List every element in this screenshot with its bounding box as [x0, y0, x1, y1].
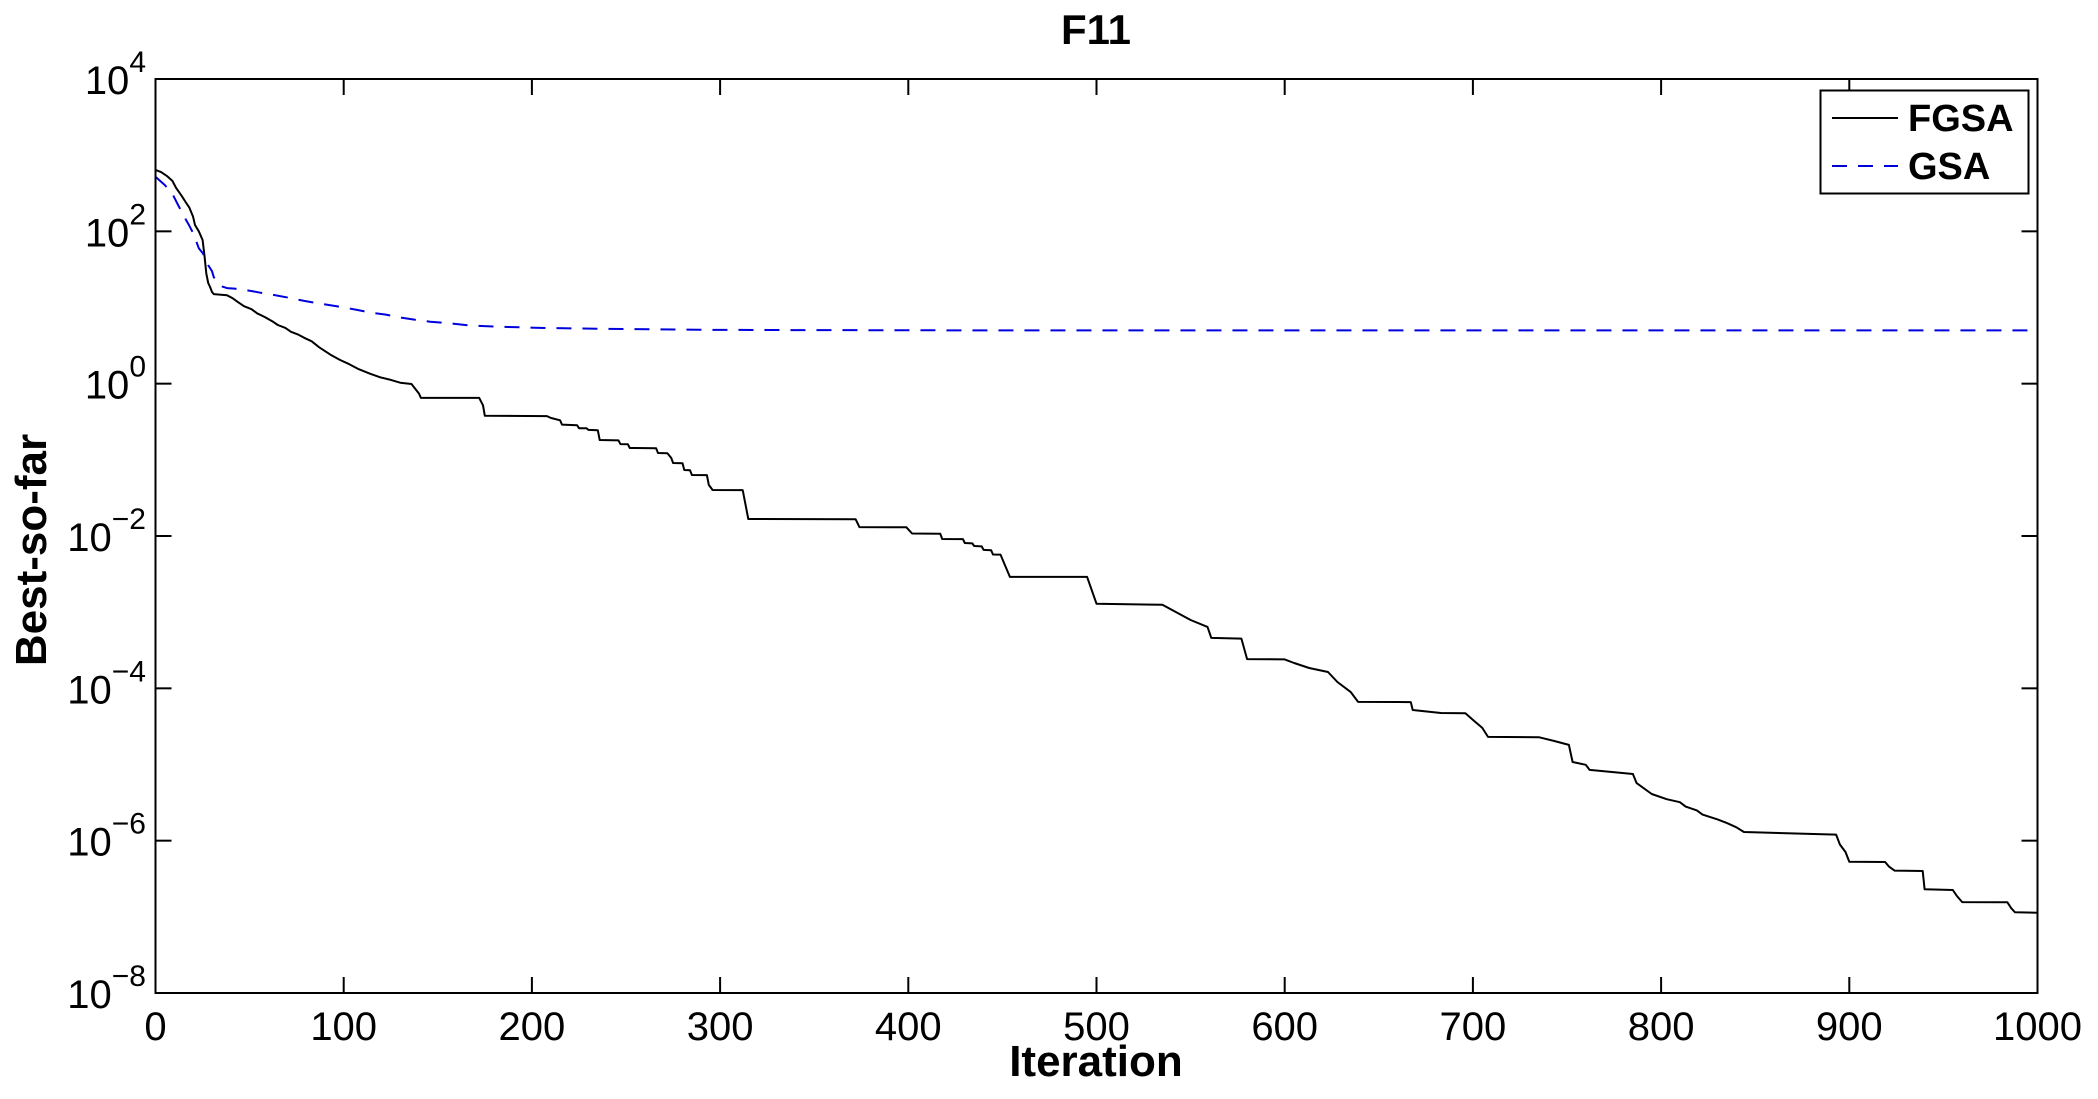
tick-layer: 0 100 200 300 400 500 600 700 800 900 1000 104 102 10…	[67, 46, 2082, 1049]
y-tick-label: 10−2	[67, 503, 146, 560]
y-axis-label: Best-so-far	[7, 434, 56, 666]
x-tick-label: 200	[499, 1005, 566, 1049]
y-tick-label: 104	[85, 46, 146, 103]
x-tick-label: 500	[1063, 1005, 1130, 1049]
x-tick-label: 600	[1251, 1005, 1318, 1049]
x-tick-label: 400	[875, 1005, 942, 1049]
legend-box	[1819, 89, 2030, 195]
x-tick-label: 800	[1628, 1005, 1695, 1049]
plot-area	[155, 79, 2038, 993]
y-tick-label: 10−6	[67, 808, 146, 865]
x-tick-label: 900	[1816, 1005, 1883, 1049]
x-tick-label: 300	[687, 1005, 754, 1049]
legend-label-gsa: GSA	[1908, 146, 1990, 188]
chart-title: F11	[1061, 6, 1131, 53]
x-tick-label: 0	[144, 1005, 166, 1049]
y-tick-label: 10−4	[67, 655, 146, 712]
series-line-fgsa	[155, 168, 2038, 914]
series-line-gsa	[154, 176, 2038, 332]
series-layer	[154, 168, 2038, 914]
x-tick-label: 100	[310, 1005, 377, 1049]
axes-box	[154, 78, 2039, 994]
legend-label-fgsa: FGSA	[1908, 98, 2014, 140]
x-tick-label: 1000	[1993, 1005, 2082, 1049]
y-tick-label: 100	[85, 351, 146, 408]
x-tick-label: 700	[1440, 1005, 1507, 1049]
y-tick-label: 10−8	[67, 960, 146, 1017]
legend: FGSA GSA	[1819, 89, 2030, 195]
y-tick-label: 102	[85, 198, 146, 255]
x-axis-label: Iteration	[1009, 1037, 1183, 1086]
